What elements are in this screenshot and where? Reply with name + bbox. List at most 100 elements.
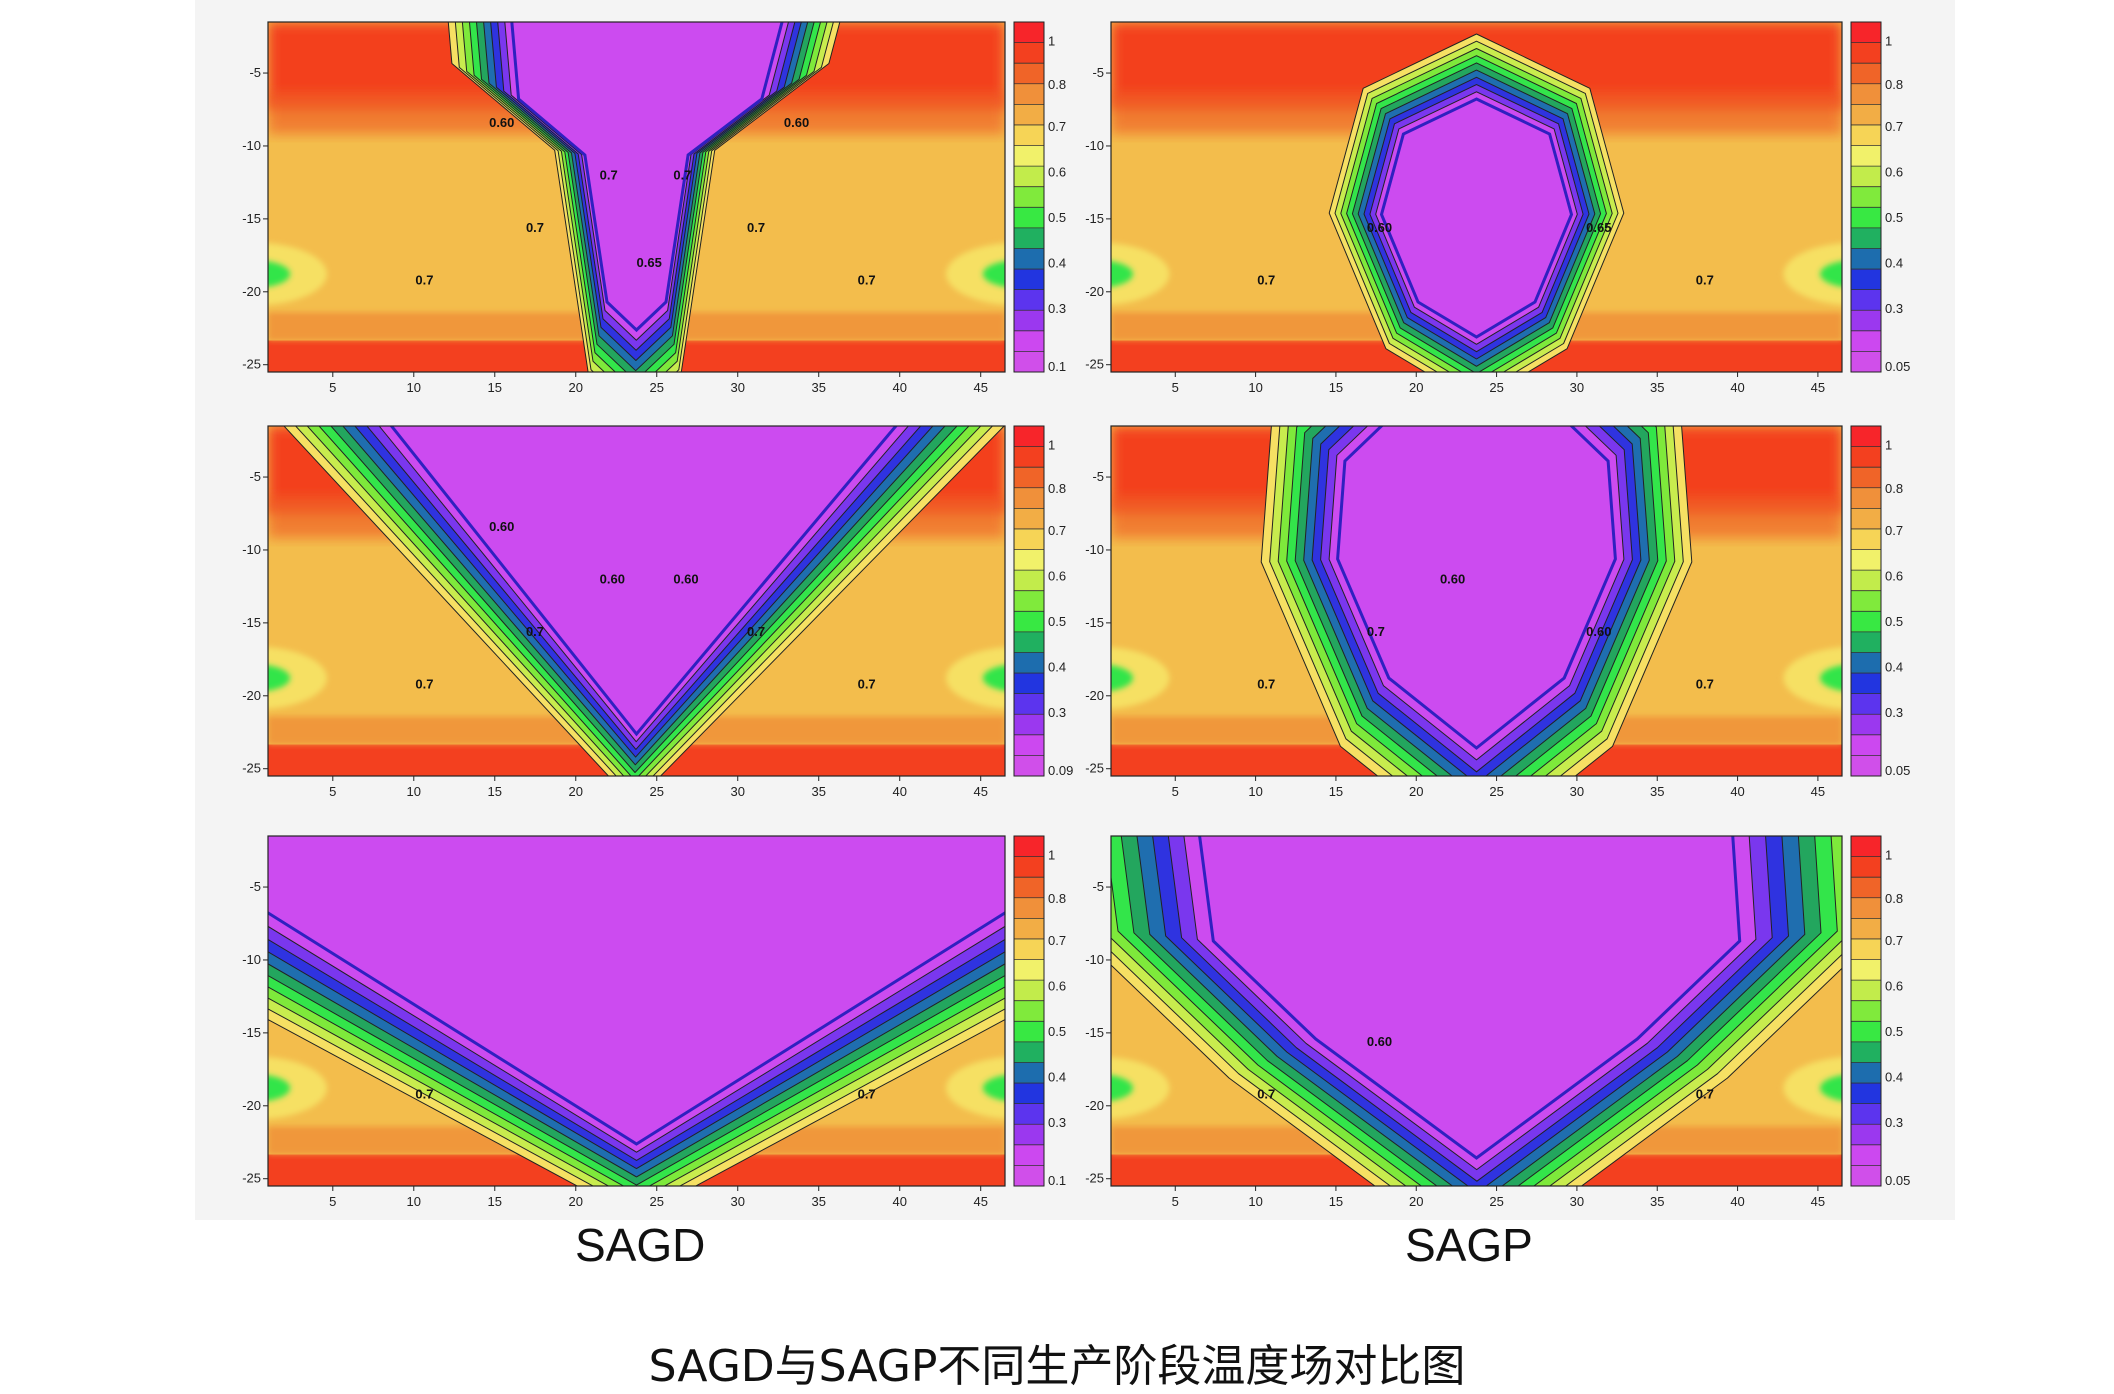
- side-lobe-left: [1111, 1057, 1170, 1119]
- colorbar-segment: [1851, 487, 1881, 509]
- contour-label: 0.60: [600, 572, 625, 587]
- y-tick-label: -5: [1092, 65, 1104, 80]
- colorbar-tick-label: 0.5: [1885, 210, 1903, 225]
- colorbar-segment: [1851, 1041, 1881, 1063]
- contour-label: 0.7: [600, 168, 618, 183]
- contour-label: 0.7: [1257, 677, 1275, 692]
- colorbar-segment: [1851, 42, 1881, 64]
- colorbar-tick-label: 0.5: [1048, 1024, 1066, 1039]
- x-tick-label: 20: [569, 380, 583, 395]
- colorbar-segment: [1851, 734, 1881, 756]
- side-lobe-right: [946, 243, 1005, 305]
- colorbar-frame: [1850, 835, 1882, 1187]
- colorbar-segment: [1851, 289, 1881, 311]
- contour-plot: 0.7 0.7 0.60: [1111, 836, 1842, 1186]
- side-lobe-core-right: [1820, 261, 1842, 287]
- y-tick-label: -15: [242, 1025, 261, 1040]
- colorbar-segment: [1014, 570, 1044, 592]
- x-tick-label: 35: [811, 380, 825, 395]
- y-tick-label: -5: [249, 879, 261, 894]
- colorbar-segment: [1014, 22, 1044, 44]
- contour-label: 0.7: [673, 168, 691, 183]
- colorbar-segment: [1851, 248, 1881, 270]
- contour-plot: 0.7 0.7 0.7 0.7 0.7 0.7 0.60 0.60 0.65: [268, 22, 1005, 372]
- y-tick-label: -10: [1085, 952, 1104, 967]
- contour-label: 0.65: [1586, 220, 1611, 235]
- x-tick-label: 20: [569, 784, 583, 799]
- sagd-column-label: SAGD: [575, 1219, 706, 1271]
- colorbar-segment: [1014, 1165, 1044, 1187]
- colorbar-tick-label: 0.7: [1048, 523, 1066, 538]
- panel-sagd-row-1: 0.7 0.7 0.7 0.7 0.60 0.60 0.60 5 10 15 20 25 30 35 40 4…: [242, 425, 1073, 799]
- x-tick-label: 40: [892, 380, 906, 395]
- y-tick-label: -10: [1085, 542, 1104, 557]
- colorbar-segment: [1851, 104, 1881, 126]
- colorbar-tick-label: 0.7: [1048, 119, 1066, 134]
- y-tick-label: -5: [1092, 469, 1104, 484]
- colorbar-segment: [1014, 897, 1044, 919]
- colorbar-segment: [1851, 124, 1881, 147]
- figure-caption: SAGD与SAGP不同生产阶段温度场对比图: [648, 1341, 1466, 1392]
- side-lobe-right: [1783, 647, 1842, 709]
- colorbar-tick-label: 0.5: [1048, 210, 1066, 225]
- plot-frame: [267, 425, 1006, 777]
- x-tick-label: 20: [1409, 784, 1423, 799]
- x-tick-label: 30: [1570, 784, 1584, 799]
- x-tick-label: 30: [731, 380, 745, 395]
- steam-chamber: [510, 22, 784, 333]
- x-tick-label: 5: [1172, 784, 1179, 799]
- colorbar-segment: [1014, 652, 1044, 674]
- panel-sagd-row-0: 0.7 0.7 0.7 0.7 0.7 0.7 0.60 0.60 0.65 5 10 15 20 25 3…: [242, 21, 1066, 395]
- colorbar-tick-label: 1: [1885, 33, 1892, 48]
- colorbar-segment: [1014, 1000, 1044, 1022]
- steam-chamber: [1198, 836, 1742, 1160]
- x-tick-label: 45: [1811, 380, 1825, 395]
- x-tick-label: 10: [407, 784, 421, 799]
- colorbar-segment: [1851, 269, 1881, 291]
- x-tick-label: 25: [650, 784, 664, 799]
- contour-label: 0.7: [858, 1087, 876, 1102]
- contour-label: 0.7: [415, 273, 433, 288]
- colorbar-tick-label: 0.8: [1048, 481, 1066, 496]
- colorbar-tick-label: 1: [1885, 847, 1892, 862]
- y-tick-label: -20: [1085, 1098, 1104, 1113]
- x-tick-label: 45: [973, 1194, 987, 1209]
- colorbar-segment: [1014, 467, 1044, 489]
- colorbar-segment: [1851, 1165, 1881, 1187]
- colorbar-segment: [1851, 227, 1881, 249]
- colorbar-tick-label: 0.7: [1885, 933, 1903, 948]
- colorbar-tick-label: 0.8: [1885, 891, 1903, 906]
- colorbar-tick-label: 1: [1885, 437, 1892, 452]
- colorbar-tick-label: 0.7: [1885, 119, 1903, 134]
- x-tick-label: 35: [1650, 784, 1664, 799]
- colorbar-segment: [1851, 63, 1881, 85]
- side-lobe-core-left: [268, 261, 291, 287]
- colorbar-segment: [1014, 330, 1044, 352]
- colorbar-segment: [1014, 63, 1044, 85]
- colorbar-segment: [1851, 1124, 1881, 1146]
- colorbar-segment: [1014, 166, 1044, 188]
- x-tick-label: 5: [329, 1194, 336, 1209]
- x-tick-label: 5: [1172, 1194, 1179, 1209]
- y-tick-label: -15: [1085, 1025, 1104, 1040]
- contour-label: 0.60: [1367, 1034, 1392, 1049]
- contour-label: 0.7: [415, 1087, 433, 1102]
- x-tick-label: 40: [1730, 1194, 1744, 1209]
- colorbar-segment: [1014, 487, 1044, 509]
- colorbar-segment: [1851, 467, 1881, 489]
- colorbar-tick-label: 0.09: [1048, 763, 1073, 778]
- y-tick-label: -20: [242, 1098, 261, 1113]
- colorbar-tick-label: 0.6: [1885, 569, 1903, 584]
- contour-label: 0.7: [526, 220, 544, 235]
- y-tick-label: -5: [1092, 879, 1104, 894]
- colorbar-segment: [1014, 351, 1044, 373]
- contour-label: 0.7: [747, 220, 765, 235]
- contour-label: 0.7: [747, 624, 765, 639]
- colorbar-segment: [1851, 1083, 1881, 1105]
- x-tick-label: 25: [1489, 784, 1503, 799]
- colorbar-tick-label: 0.6: [1885, 165, 1903, 180]
- side-lobe-left: [268, 243, 327, 305]
- colorbar-segment: [1014, 426, 1044, 448]
- colorbar-segment: [1014, 980, 1044, 1002]
- side-lobe-right: [1783, 243, 1842, 305]
